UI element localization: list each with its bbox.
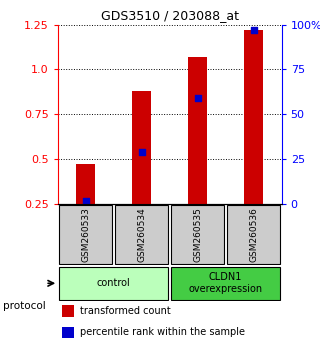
Text: GSM260534: GSM260534 [137, 207, 146, 262]
FancyBboxPatch shape [227, 205, 280, 264]
Text: CLDN1
overexpression: CLDN1 overexpression [188, 273, 263, 294]
Bar [62, 327, 74, 338]
Bar [132, 91, 151, 204]
Point [83, 198, 88, 204]
Bar [62, 305, 74, 316]
Text: percentile rank within the sample: percentile rank within the sample [80, 327, 245, 337]
Bar [244, 30, 263, 204]
Text: GSM260535: GSM260535 [193, 207, 202, 262]
Text: control: control [97, 278, 131, 288]
FancyBboxPatch shape [59, 267, 168, 299]
Text: GSM260536: GSM260536 [249, 207, 258, 262]
Title: GDS3510 / 203088_at: GDS3510 / 203088_at [100, 9, 239, 22]
FancyBboxPatch shape [171, 205, 225, 264]
Bar [76, 164, 95, 204]
FancyBboxPatch shape [115, 205, 168, 264]
Text: GSM260533: GSM260533 [81, 207, 90, 262]
Text: transformed count: transformed count [80, 306, 171, 316]
Point [195, 95, 200, 101]
Point [139, 149, 144, 155]
FancyBboxPatch shape [171, 267, 280, 299]
Text: protocol: protocol [3, 301, 46, 311]
Point [251, 27, 256, 33]
Bar [188, 57, 207, 204]
FancyBboxPatch shape [59, 205, 113, 264]
